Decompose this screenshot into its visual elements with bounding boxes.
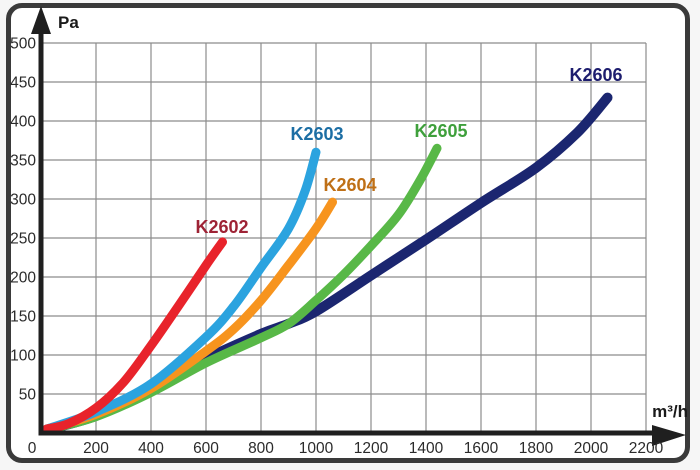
x-tick-label: 2000 bbox=[574, 440, 609, 457]
series-label-K2604: K2604 bbox=[323, 175, 376, 195]
y-tick-label: 300 bbox=[10, 192, 36, 209]
x-tick-label: 600 bbox=[193, 440, 219, 457]
x-axis-title: m³/h bbox=[652, 402, 688, 421]
y-tick-label: 150 bbox=[10, 309, 36, 326]
series-labels: K2606 K2605 K2604 K2603 K2602 bbox=[195, 65, 622, 237]
y-tick-label: 100 bbox=[10, 348, 36, 365]
x-tick-label: 1400 bbox=[409, 440, 444, 457]
y-tick-label: 400 bbox=[10, 114, 36, 131]
x-tick-label: 400 bbox=[138, 440, 164, 457]
y-axis-arrow-icon bbox=[31, 6, 51, 34]
series-label-K2602: K2602 bbox=[195, 217, 248, 237]
y-tick-label: 50 bbox=[19, 387, 37, 404]
y-tick-label: 350 bbox=[10, 153, 36, 170]
x-tick-label: 1800 bbox=[519, 440, 554, 457]
y-tick-label: 450 bbox=[10, 75, 36, 92]
y-tick-label: 250 bbox=[10, 231, 36, 248]
x-tick-label: 0 bbox=[28, 440, 37, 457]
series-label-K2605: K2605 bbox=[414, 121, 467, 141]
tick-labels: 0 200 400 600 800 1000 1200 1400 1600 1800 2000 220… bbox=[10, 36, 663, 458]
curves bbox=[41, 92, 613, 435]
series-label-K2603: K2603 bbox=[290, 124, 343, 144]
x-tick-label: 1600 bbox=[464, 440, 499, 457]
x-tick-label: 2200 bbox=[629, 440, 664, 457]
x-tick-label: 200 bbox=[83, 440, 109, 457]
series-label-K2606: K2606 bbox=[569, 65, 622, 85]
axes bbox=[31, 6, 686, 446]
y-axis-title: Pa bbox=[58, 13, 79, 32]
x-tick-label: 800 bbox=[248, 440, 274, 457]
x-tick-label: 1200 bbox=[354, 440, 389, 457]
grid-lines bbox=[41, 42, 647, 433]
x-axis-arrow-icon bbox=[652, 425, 686, 446]
y-tick-label: 200 bbox=[10, 270, 36, 287]
y-tick-label: 500 bbox=[10, 36, 36, 53]
curve-K2603 bbox=[42, 147, 321, 434]
curve-K2602 bbox=[42, 237, 227, 434]
x-tick-label: 1000 bbox=[299, 440, 334, 457]
